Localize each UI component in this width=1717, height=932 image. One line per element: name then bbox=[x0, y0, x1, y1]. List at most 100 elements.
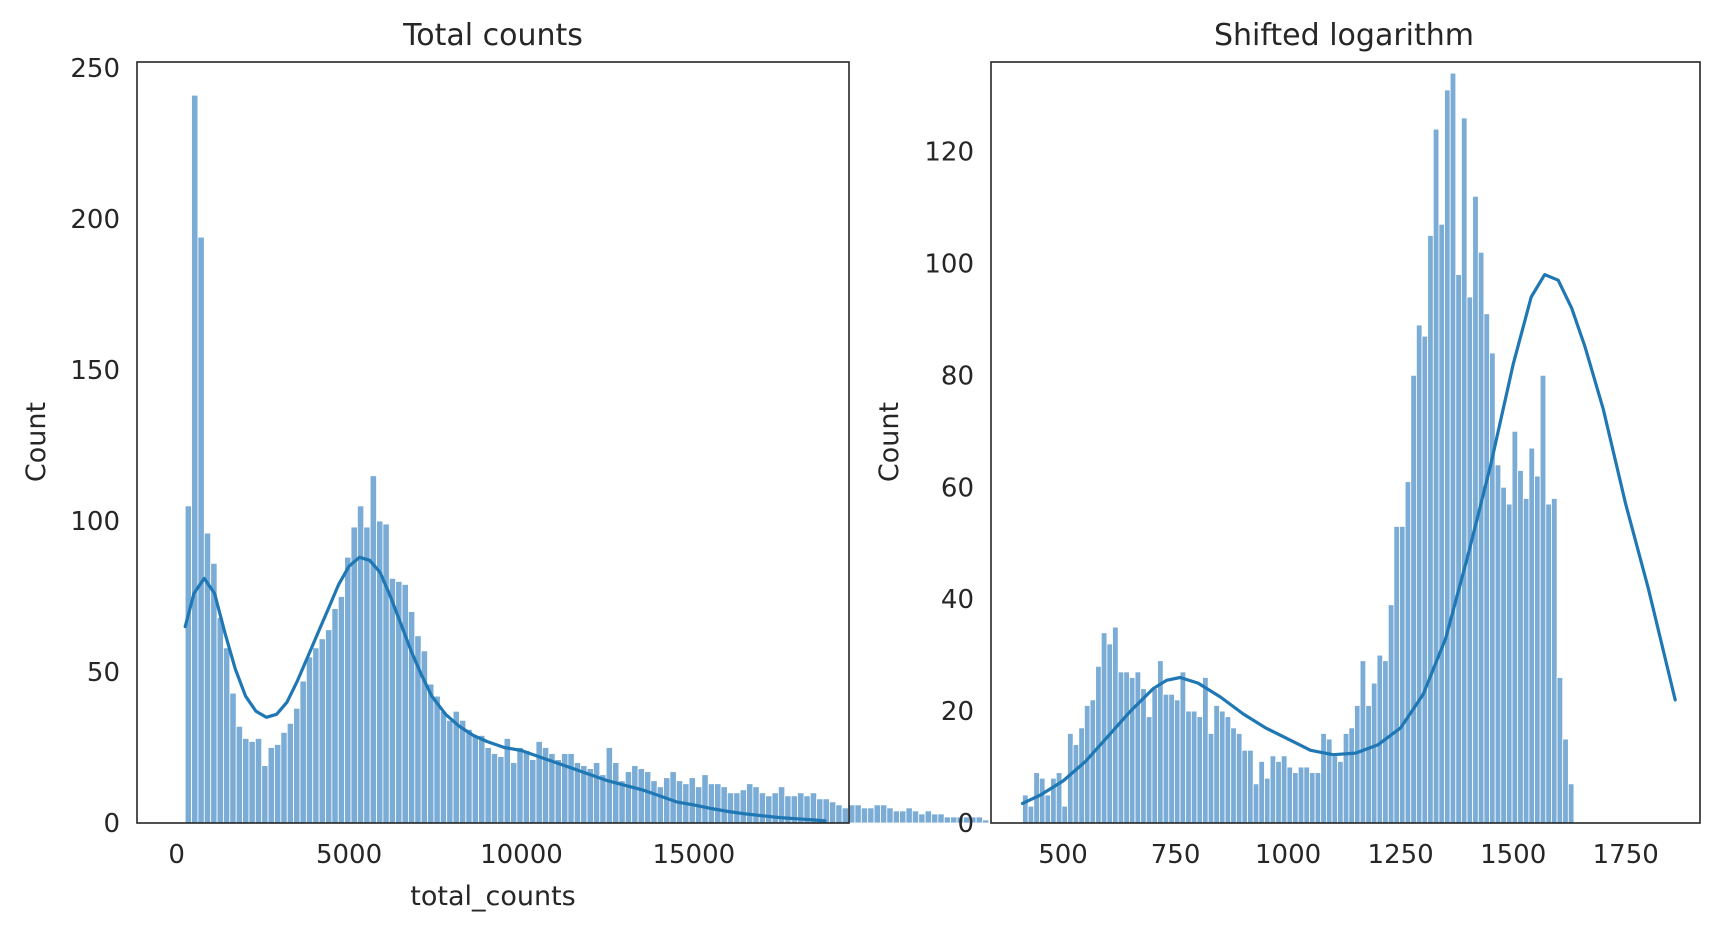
histogram-bar bbox=[548, 753, 556, 824]
histogram-bar bbox=[522, 750, 531, 824]
histogram-bar bbox=[1084, 705, 1091, 824]
histogram-bar bbox=[1252, 783, 1260, 824]
histogram-bar bbox=[471, 735, 479, 824]
y-tick-label: 200 bbox=[70, 205, 120, 235]
histogram-bar bbox=[1562, 738, 1569, 824]
histogram-bar bbox=[1078, 727, 1085, 824]
y-tick-label: 80 bbox=[941, 361, 974, 391]
x-tick-label: 750 bbox=[1151, 840, 1201, 870]
histogram-bar bbox=[369, 475, 377, 824]
histogram-bar bbox=[1399, 526, 1406, 824]
histogram-bar bbox=[1511, 430, 1519, 824]
histogram-bar bbox=[1348, 727, 1355, 824]
histogram-bar bbox=[631, 765, 639, 824]
histogram-bar bbox=[1376, 654, 1384, 824]
y-tick-label: 100 bbox=[924, 249, 974, 279]
histogram-bar bbox=[248, 741, 256, 824]
histogram-bar bbox=[1387, 604, 1395, 824]
histogram-bar bbox=[350, 526, 358, 824]
histogram-bar bbox=[452, 710, 460, 824]
histogram-bar bbox=[235, 725, 243, 824]
y-tick-label: 50 bbox=[87, 658, 120, 688]
histogram-bar bbox=[650, 780, 658, 824]
x-tick-label: 15000 bbox=[652, 840, 735, 870]
x-ticks-total-counts: 0 5000 10000 15000 bbox=[168, 840, 735, 870]
y-tick-label: 20 bbox=[941, 697, 974, 727]
y-axis-label-total-counts: Count bbox=[21, 402, 52, 482]
histogram-bar bbox=[1455, 274, 1462, 824]
y-tick-label: 0 bbox=[957, 809, 974, 839]
histogram-bar bbox=[911, 810, 920, 824]
histogram-bar bbox=[267, 747, 275, 824]
histogram-bar bbox=[707, 783, 715, 824]
histogram-bar bbox=[1325, 738, 1333, 824]
histogram-bar bbox=[1449, 72, 1457, 824]
histogram-bar bbox=[1567, 783, 1575, 824]
histogram-bar bbox=[1410, 374, 1417, 824]
histogram-bar bbox=[567, 753, 575, 824]
histogram-bar bbox=[1117, 671, 1125, 824]
histogram-bar bbox=[1365, 705, 1372, 824]
histogram-bar bbox=[669, 771, 677, 824]
histogram-bar bbox=[535, 741, 543, 824]
histogram-bar bbox=[388, 577, 397, 824]
histogram-bar bbox=[739, 789, 747, 824]
histogram-bar bbox=[490, 753, 499, 824]
x-tick-label: 10000 bbox=[480, 840, 563, 870]
histogram-bar bbox=[746, 783, 754, 824]
histogram-bar bbox=[1404, 481, 1412, 824]
histogram-bar bbox=[1022, 794, 1029, 824]
histogram-bar bbox=[835, 804, 843, 824]
histogram-bar bbox=[1202, 677, 1209, 824]
histogram-bar bbox=[982, 819, 990, 824]
histogram-bar bbox=[1123, 671, 1130, 824]
y-ticks-shifted-logarithm: 0 20 40 60 80 100 120 bbox=[924, 138, 974, 839]
histogram-bar bbox=[1089, 699, 1097, 824]
histogram-bar bbox=[1483, 313, 1490, 824]
histogram-bar bbox=[554, 759, 562, 824]
histogram-bar bbox=[1489, 352, 1496, 824]
histogram-bar bbox=[325, 629, 333, 824]
histogram-bar bbox=[261, 765, 269, 824]
histogram-bar bbox=[191, 94, 199, 824]
histogram-bar bbox=[184, 505, 192, 824]
histogram-bar bbox=[242, 738, 250, 824]
histogram-bar bbox=[1224, 716, 1232, 824]
histogram-bar bbox=[356, 505, 365, 824]
histogram-bar bbox=[1528, 447, 1535, 824]
histogram-bar bbox=[714, 783, 722, 824]
histogram-bar bbox=[1134, 671, 1142, 824]
histogram-bar bbox=[1247, 749, 1254, 824]
histogram-bar bbox=[943, 816, 952, 824]
histogram-bar bbox=[1269, 755, 1277, 824]
histogram-bar bbox=[656, 786, 664, 824]
histogram-bar bbox=[439, 710, 448, 824]
histogram-bar bbox=[1534, 475, 1541, 824]
histogram-bar bbox=[459, 719, 467, 824]
histogram-bar bbox=[427, 683, 435, 824]
x-axis-label-total-counts: total_counts bbox=[410, 881, 575, 912]
histogram-bar bbox=[1506, 503, 1513, 824]
histogram-bar bbox=[216, 617, 224, 824]
histogram-bar bbox=[1100, 632, 1108, 824]
histogram-bar bbox=[1196, 716, 1203, 824]
histogram-bar bbox=[1320, 733, 1327, 824]
histogram-bar bbox=[1354, 705, 1361, 824]
x-ticks-shifted-logarithm: 500 750 1000 1250 1500 1750 bbox=[1038, 840, 1659, 870]
histogram-bar bbox=[484, 747, 492, 824]
kde-line-total-counts bbox=[183, 555, 827, 823]
histogram-bar bbox=[873, 804, 881, 824]
histogram-bar bbox=[203, 532, 212, 824]
histogram-bar bbox=[1342, 733, 1350, 824]
histogram-bar bbox=[1314, 772, 1322, 824]
histogram-bar bbox=[299, 680, 307, 824]
histogram-bar bbox=[1461, 117, 1468, 824]
histogram-bar bbox=[1432, 128, 1440, 824]
chart-title-shifted-logarithm: Shifted logarithm bbox=[1214, 18, 1474, 53]
histogram-bar bbox=[305, 656, 314, 824]
histogram-bar bbox=[1522, 498, 1530, 824]
histogram-bar bbox=[854, 804, 862, 824]
histogram-bar bbox=[1472, 195, 1479, 824]
histogram-bar bbox=[1292, 772, 1299, 824]
histogram-bar bbox=[867, 807, 875, 824]
